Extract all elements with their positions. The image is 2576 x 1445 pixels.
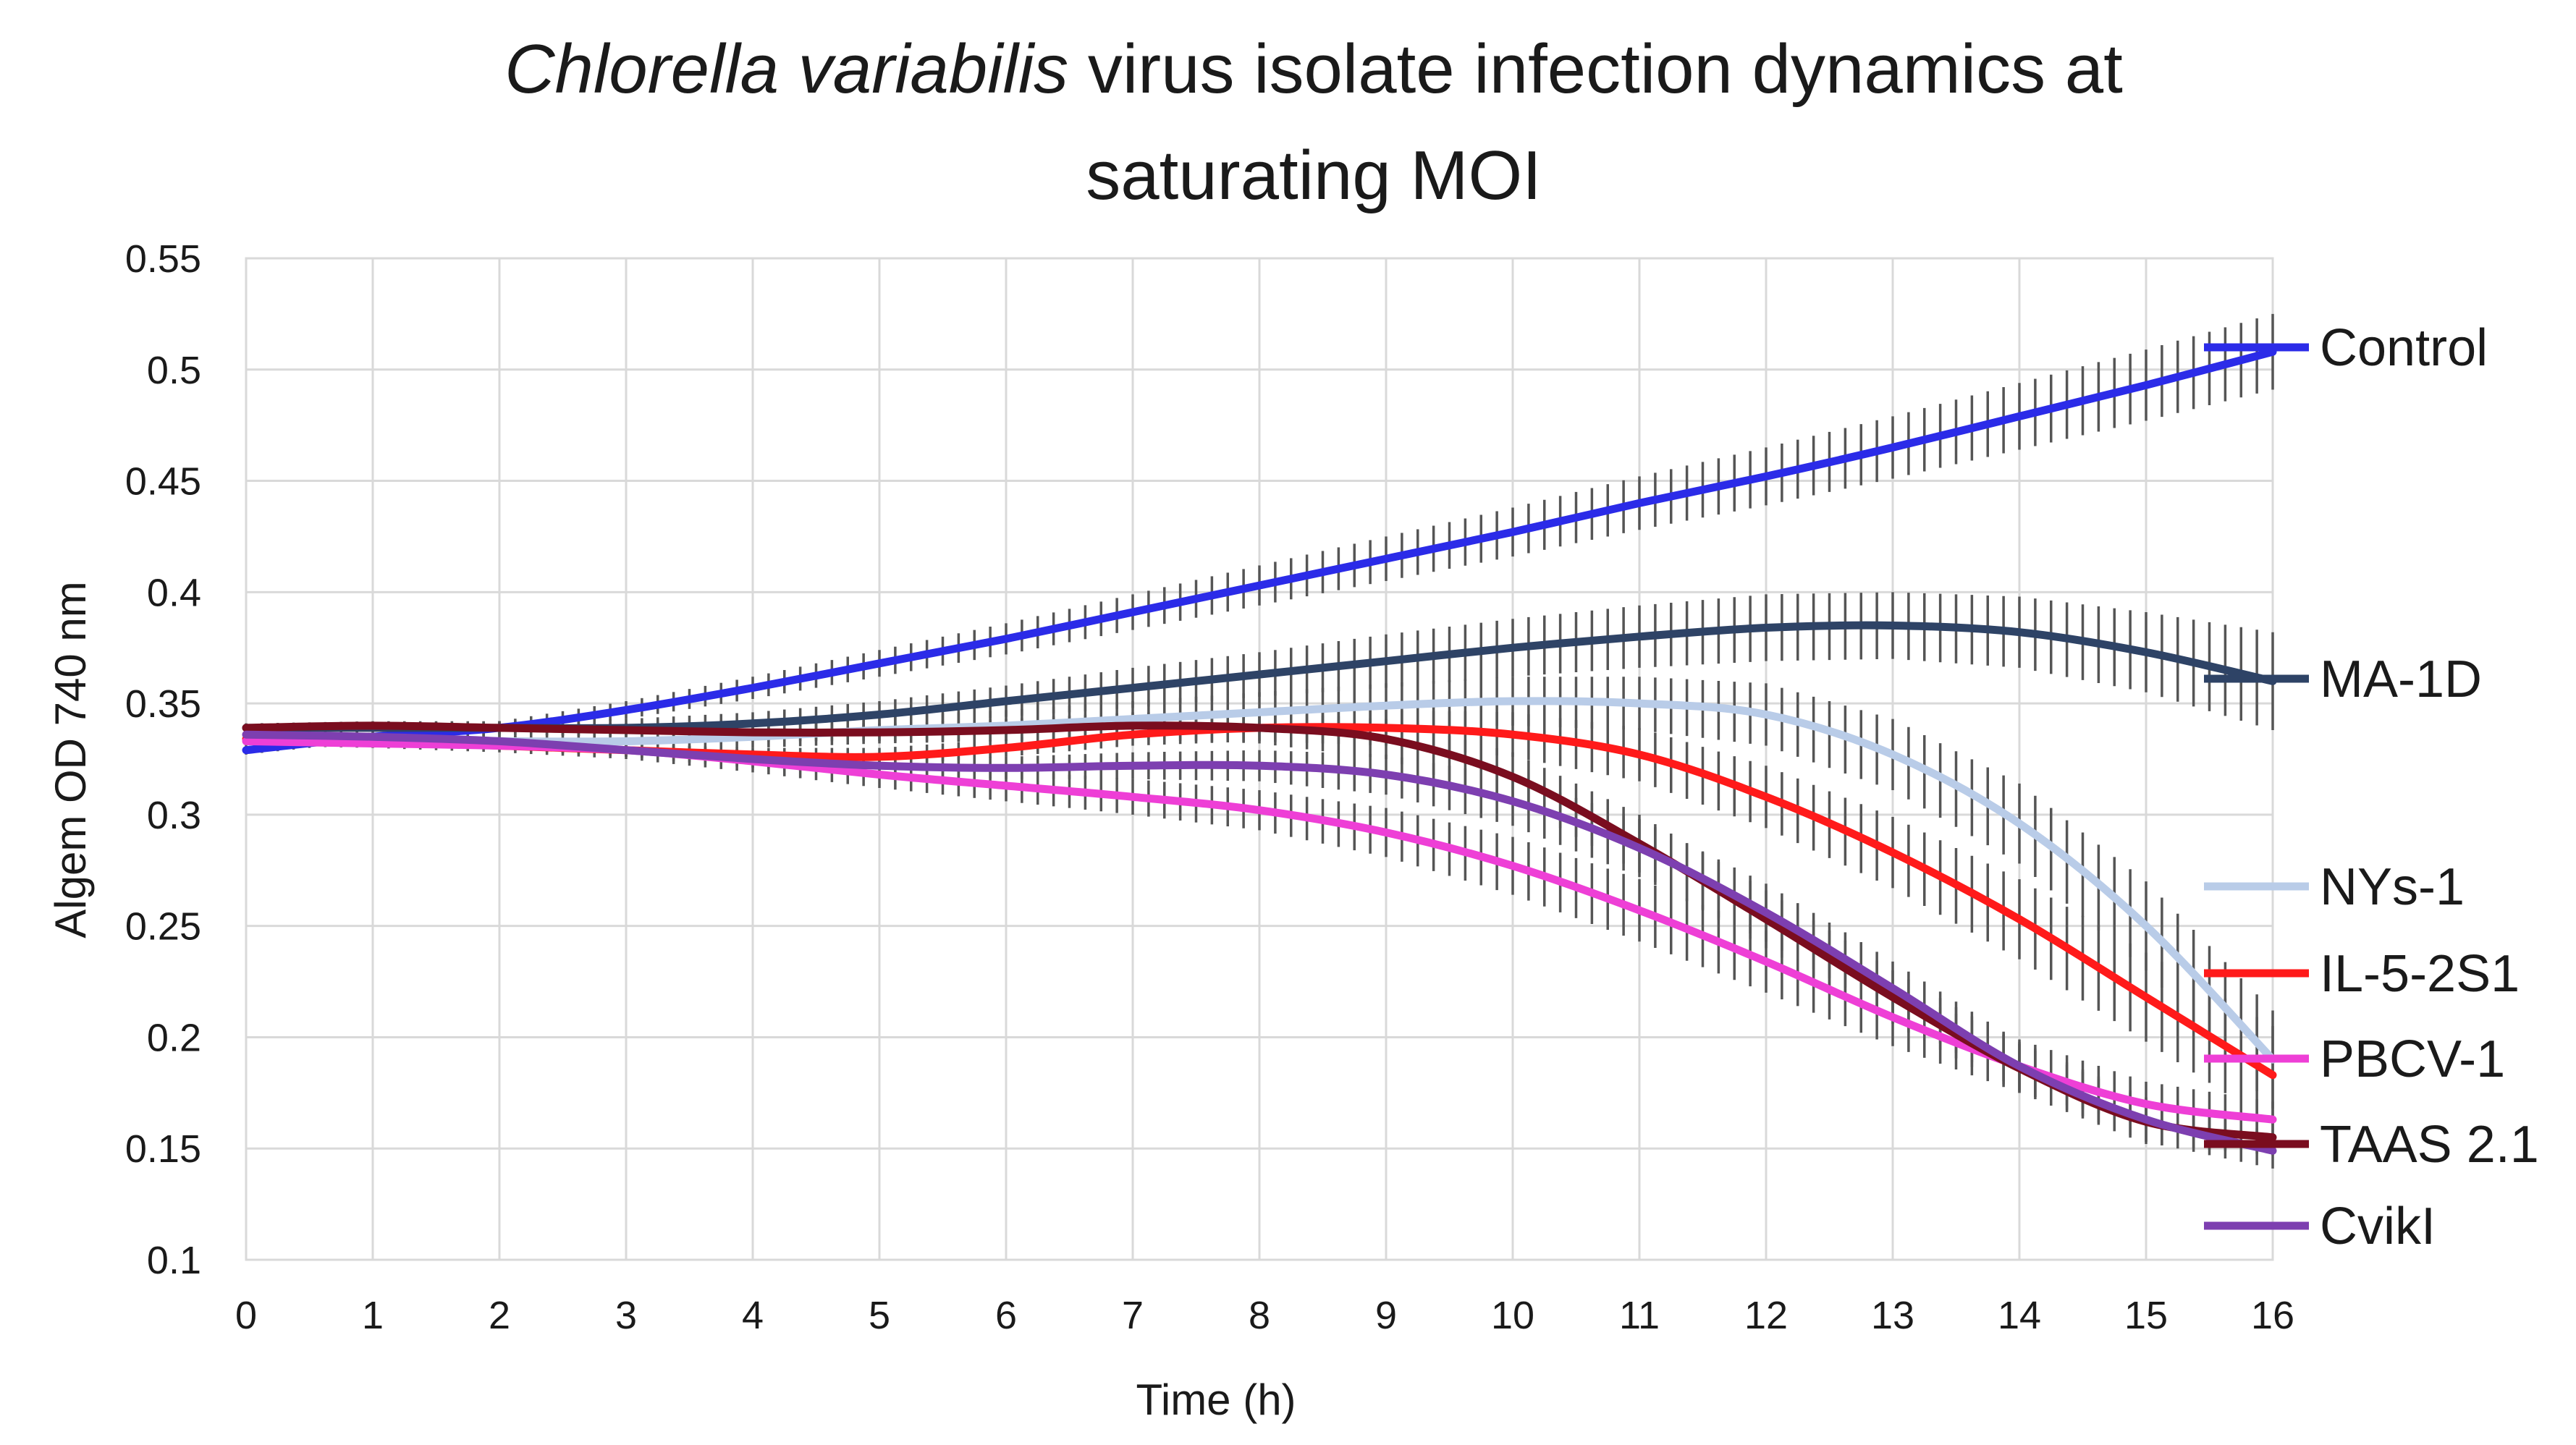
legend-item-pbcv-1: PBCV-1	[2204, 1030, 2505, 1088]
legend-item-il-5-2s1: IL-5-2S1	[2204, 945, 2520, 1003]
x-tick-label: 2	[489, 1294, 510, 1337]
legend-label: CvikI	[2320, 1198, 2436, 1255]
y-axis-ticks: 0.1 0.15 0.2 0.25 0.3 0.35 0.4 0.45 0.5 0.55	[125, 237, 201, 1282]
x-axis-ticks: 0 1 2 3 4 5 6 7 8 9 10 11 12 13 14 15 16	[235, 1294, 2294, 1337]
y-tick-label: 0.55	[125, 237, 201, 281]
y-tick-label: 0.5	[147, 349, 201, 392]
x-tick-label: 10	[1491, 1294, 1534, 1337]
legend-item-control: Control	[2204, 319, 2488, 377]
y-tick-label: 0.35	[125, 682, 201, 726]
y-tick-label: 0.3	[147, 794, 201, 837]
legend-label: MA-1D	[2320, 651, 2482, 708]
legend-label: TAAS 2.1	[2320, 1116, 2539, 1174]
series-line-control	[242, 347, 2277, 755]
legend-label: IL-5-2S1	[2320, 945, 2520, 1003]
x-axis-label: Time (h)	[1136, 1376, 1296, 1424]
y-axis-label: Algem OD 740 nm	[46, 581, 95, 938]
x-tick-label: 16	[2251, 1294, 2294, 1337]
x-tick-label: 9	[1375, 1294, 1397, 1337]
chart-title-line2: saturating MOI	[1086, 137, 1542, 214]
legend-item-nys-1: NYs-1	[2204, 858, 2465, 916]
series-line-cviki	[242, 730, 2277, 1155]
series-line-taas-2-1	[242, 721, 2277, 1142]
legend: Control MA-1D NYs-1 IL-5-2S1 PBCV-1 TAAS 2.1 C…	[2204, 319, 2539, 1255]
y-tick-label: 0.15	[125, 1127, 201, 1171]
x-tick-label: 12	[1744, 1294, 1788, 1337]
legend-item-taas-2-1: TAAS 2.1	[2204, 1116, 2539, 1174]
series-lines	[242, 347, 2277, 1155]
legend-item-ma-1d: MA-1D	[2204, 651, 2482, 708]
chart-title-line1: Chlorella variabilis virus isolate infec…	[504, 30, 2123, 108]
x-tick-label: 5	[869, 1294, 890, 1337]
x-tick-label: 6	[995, 1294, 1017, 1337]
x-tick-label: 15	[2124, 1294, 2168, 1337]
y-tick-label: 0.2	[147, 1016, 201, 1059]
x-tick-label: 4	[742, 1294, 764, 1337]
legend-label: Control	[2320, 319, 2488, 377]
legend-item-cviki: CvikI	[2204, 1198, 2436, 1255]
y-tick-label: 0.1	[147, 1239, 201, 1282]
x-tick-label: 11	[1619, 1294, 1660, 1337]
legend-label: NYs-1	[2320, 858, 2465, 916]
x-tick-label: 3	[615, 1294, 637, 1337]
y-tick-label: 0.45	[125, 460, 201, 504]
x-tick-label: 7	[1122, 1294, 1144, 1337]
y-tick-label: 0.25	[125, 905, 201, 949]
series-line-nys-1	[242, 697, 2277, 1064]
plot-area-frame	[245, 257, 2274, 1261]
x-tick-label: 14	[1998, 1294, 2041, 1337]
legend-label: PBCV-1	[2320, 1030, 2505, 1088]
x-tick-label: 1	[362, 1294, 384, 1337]
x-tick-label: 8	[1249, 1294, 1270, 1337]
y-tick-label: 0.4	[147, 571, 201, 614]
x-tick-label: 13	[1871, 1294, 1914, 1337]
x-tick-label: 0	[235, 1294, 257, 1337]
